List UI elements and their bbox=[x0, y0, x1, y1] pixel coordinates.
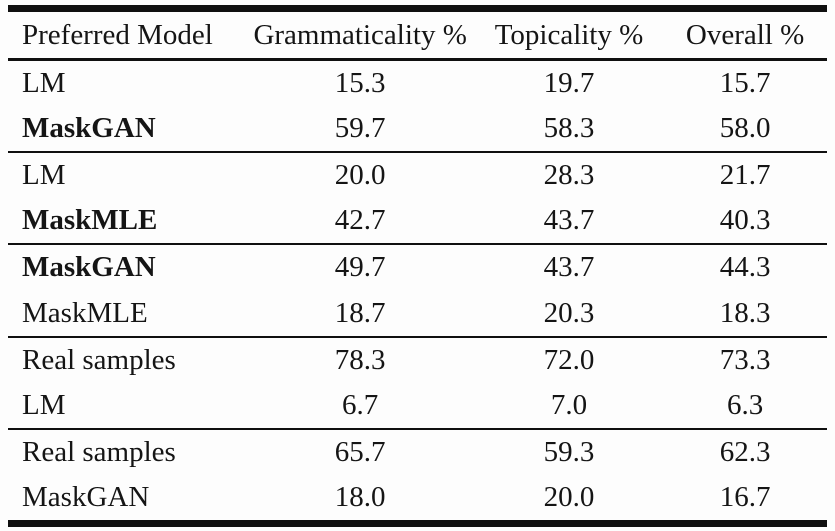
model-name-cell: MaskGAN bbox=[22, 112, 156, 145]
grammaticality-value-cell: 42.7 bbox=[334, 204, 386, 237]
overall-value-cell: 58.0 bbox=[719, 112, 771, 145]
model-name-cell: LM bbox=[22, 67, 66, 100]
table-row: LM 15.3 19.7 15.7 bbox=[8, 60, 827, 107]
overall-value-cell: 6.3 bbox=[726, 388, 764, 421]
topicality-value-cell: 7.0 bbox=[550, 388, 588, 421]
table-header-row: Preferred Model Grammaticality % Topical… bbox=[8, 9, 827, 60]
grammaticality-value-cell: 78.3 bbox=[334, 343, 386, 376]
comparison-group-lm-vs-maskmle: LM 20.0 28.3 21.7 MaskMLE 42.7 43.7 40.3 bbox=[8, 152, 827, 244]
comparison-group-lm-vs-maskgan: LM 15.3 19.7 15.7 MaskGAN 59.7 58.3 58.0 bbox=[8, 60, 827, 153]
table-row: Real samples 78.3 72.0 73.3 bbox=[8, 337, 827, 383]
topicality-value-cell: 43.7 bbox=[543, 204, 595, 237]
column-header-overall: Overall % bbox=[685, 18, 805, 51]
overall-value-cell: 73.3 bbox=[719, 343, 771, 376]
grammaticality-value-cell: 49.7 bbox=[334, 251, 386, 284]
table-row: MaskMLE 18.7 20.3 18.3 bbox=[8, 290, 827, 336]
table-row: LM 20.0 28.3 21.7 bbox=[8, 152, 827, 198]
table-row: LM 6.7 7.0 6.3 bbox=[8, 383, 827, 429]
grammaticality-value-cell: 59.7 bbox=[334, 112, 386, 145]
model-name-cell: MaskGAN bbox=[22, 480, 150, 513]
topicality-value-cell: 28.3 bbox=[543, 159, 595, 192]
comparison-group-maskgan-vs-maskmle: MaskGAN 49.7 43.7 44.3 MaskMLE 18.7 20.3… bbox=[8, 244, 827, 336]
topicality-value-cell: 58.3 bbox=[543, 112, 595, 145]
table-row: MaskMLE 42.7 43.7 40.3 bbox=[8, 198, 827, 244]
overall-value-cell: 44.3 bbox=[719, 251, 771, 284]
grammaticality-value-cell: 65.7 bbox=[334, 435, 386, 468]
topicality-value-cell: 72.0 bbox=[543, 343, 595, 376]
model-name-cell: LM bbox=[22, 388, 66, 421]
overall-value-cell: 62.3 bbox=[719, 435, 771, 468]
model-name-cell: Real samples bbox=[22, 343, 176, 376]
grammaticality-value-cell: 20.0 bbox=[334, 159, 386, 192]
topicality-value-cell: 43.7 bbox=[543, 251, 595, 284]
table-row: MaskGAN 59.7 58.3 58.0 bbox=[8, 106, 827, 152]
topicality-value-cell: 19.7 bbox=[543, 67, 595, 100]
model-name-cell: LM bbox=[22, 159, 66, 192]
overall-value-cell: 21.7 bbox=[719, 159, 771, 192]
model-name-cell: MaskMLE bbox=[22, 296, 148, 329]
comparison-group-real-vs-lm: Real samples 78.3 72.0 73.3 LM 6.7 7.0 6… bbox=[8, 336, 827, 429]
column-header-grammaticality: Grammaticality % bbox=[253, 18, 467, 51]
human-preference-table: Preferred Model Grammaticality % Topical… bbox=[8, 5, 827, 527]
column-header-topicality: Topicality % bbox=[494, 18, 644, 51]
topicality-value-cell: 20.3 bbox=[543, 296, 595, 329]
column-header-preferred-model: Preferred Model bbox=[22, 18, 213, 51]
comparison-group-real-vs-maskgan: Real samples 65.7 59.3 62.3 MaskGAN 18.0… bbox=[8, 428, 827, 524]
grammaticality-value-cell: 18.0 bbox=[334, 480, 386, 513]
table-row: Real samples 65.7 59.3 62.3 bbox=[8, 429, 827, 475]
model-name-cell: MaskMLE bbox=[22, 204, 158, 237]
grammaticality-value-cell: 15.3 bbox=[334, 67, 386, 100]
topicality-value-cell: 20.0 bbox=[543, 480, 595, 513]
grammaticality-value-cell: 6.7 bbox=[342, 388, 379, 421]
overall-value-cell: 15.7 bbox=[719, 67, 771, 100]
overall-value-cell: 16.7 bbox=[719, 480, 771, 513]
model-name-cell: MaskGAN bbox=[22, 251, 156, 284]
table-row: MaskGAN 49.7 43.7 44.3 bbox=[8, 244, 827, 290]
table-row: MaskGAN 18.0 20.0 16.7 bbox=[8, 475, 827, 524]
overall-value-cell: 40.3 bbox=[719, 204, 771, 237]
model-name-cell: Real samples bbox=[22, 435, 176, 468]
grammaticality-value-cell: 18.7 bbox=[334, 296, 386, 329]
topicality-value-cell: 59.3 bbox=[543, 435, 595, 468]
overall-value-cell: 18.3 bbox=[719, 296, 771, 329]
